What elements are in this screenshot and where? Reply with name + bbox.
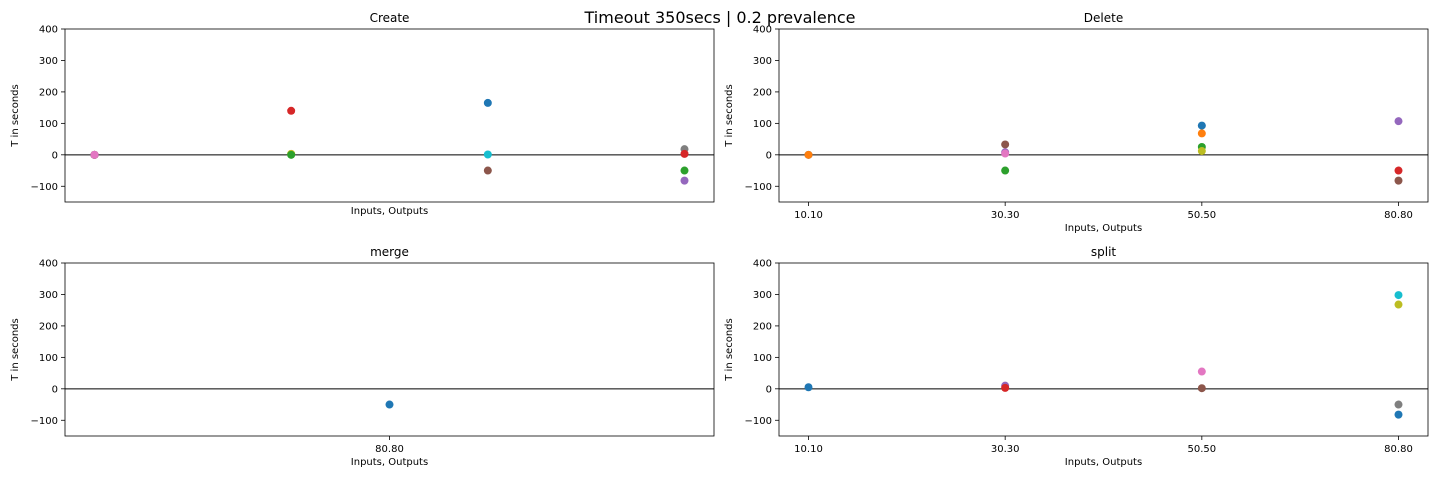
panel-split: split −100 0 100 200 300 400 10.10 30.30 50.50 80.… [724, 245, 1429, 468]
y-tick-label: 100 [753, 119, 772, 130]
data-point [1394, 166, 1403, 175]
data-point [1001, 383, 1010, 392]
x-tick-label: 10.10 [794, 444, 823, 455]
y-tick-label: −100 [31, 182, 58, 193]
y-tick-label: −100 [745, 182, 772, 193]
x-axis-label: Inputs, Outputs [351, 457, 428, 468]
data-point [483, 166, 492, 175]
plot-frame [778, 28, 1429, 203]
panel-merge: merge −100 0 100 200 300 400 80.80 Inputs, Outpu… [10, 245, 715, 468]
data-point [287, 150, 296, 159]
y-tick-label: 0 [52, 150, 58, 161]
y-tick-label: 100 [39, 353, 58, 364]
x-tick-label: 30.30 [991, 210, 1020, 221]
y-tick-label: 0 [52, 384, 58, 395]
y-tick-label: 200 [753, 87, 772, 98]
data-point [1394, 300, 1403, 309]
y-tick-label: 200 [753, 321, 772, 332]
y-tick-label: 100 [39, 119, 58, 130]
y-tick-label: 300 [753, 56, 772, 67]
data-point [1001, 140, 1010, 149]
x-axis-label: Inputs, Outputs [1065, 223, 1142, 234]
y-tick-label: 0 [766, 150, 772, 161]
y-tick-label: 400 [39, 259, 58, 270]
y-tick-label: 0 [766, 384, 772, 395]
data-point [1197, 129, 1206, 138]
data-point [90, 150, 99, 159]
plot-frame [64, 262, 715, 437]
y-tick-label: −100 [31, 416, 58, 427]
y-tick-label: 300 [753, 290, 772, 301]
data-point [1394, 400, 1403, 409]
panel-title: Create [370, 11, 410, 25]
y-axis-label: T in seconds [10, 318, 21, 381]
data-point [1394, 291, 1403, 300]
y-tick-label: 200 [39, 321, 58, 332]
x-tick-label: 30.30 [991, 444, 1020, 455]
x-axis-label: Inputs, Outputs [351, 206, 428, 217]
data-point [483, 150, 492, 159]
y-axis-label: T in seconds [724, 318, 735, 381]
data-point [680, 176, 689, 185]
panel-title: split [1091, 245, 1117, 259]
y-axis-label: T in seconds [10, 84, 21, 147]
panel-delete: Delete −100 0 100 200 300 400 10.10 30.30 50.50 80… [724, 11, 1429, 234]
x-axis-label: Inputs, Outputs [1065, 457, 1142, 468]
x-tick-label: 80.80 [375, 444, 404, 455]
x-tick-label: 80.80 [1384, 444, 1413, 455]
data-point [1197, 147, 1206, 156]
x-tick-label: 10.10 [794, 210, 823, 221]
y-tick-label: 100 [753, 353, 772, 364]
y-axis-label: T in seconds [724, 84, 735, 147]
data-point [804, 383, 813, 392]
x-tick-label: 50.50 [1188, 444, 1217, 455]
plot-frame [64, 28, 715, 203]
data-point [1197, 384, 1206, 393]
y-tick-label: 300 [39, 290, 58, 301]
data-point [804, 150, 813, 159]
data-point [1197, 121, 1206, 130]
data-point [483, 98, 492, 107]
data-point [385, 400, 394, 409]
data-point [287, 106, 296, 115]
data-point [1394, 176, 1403, 185]
data-point [1001, 166, 1010, 175]
x-tick-label: 50.50 [1188, 210, 1217, 221]
data-point [680, 149, 689, 158]
y-tick-label: 200 [39, 87, 58, 98]
data-point [1001, 149, 1010, 158]
panel-create: Create −100 0 100 200 300 400 Inputs, Outputs T … [10, 11, 715, 217]
y-tick-label: 400 [39, 25, 58, 36]
y-tick-label: 400 [753, 259, 772, 270]
data-point [680, 166, 689, 175]
x-tick-label: 80.80 [1384, 210, 1413, 221]
plot-frame [778, 262, 1429, 437]
panel-title: merge [370, 245, 409, 259]
y-tick-label: −100 [745, 416, 772, 427]
panel-title: Delete [1084, 11, 1123, 25]
y-tick-label: 300 [39, 56, 58, 67]
figure-title: Timeout 350secs | 0.2 prevalence [584, 8, 856, 27]
data-point [1394, 117, 1403, 126]
data-point [1394, 410, 1403, 419]
y-tick-label: 400 [753, 25, 772, 36]
data-point [1197, 367, 1206, 376]
